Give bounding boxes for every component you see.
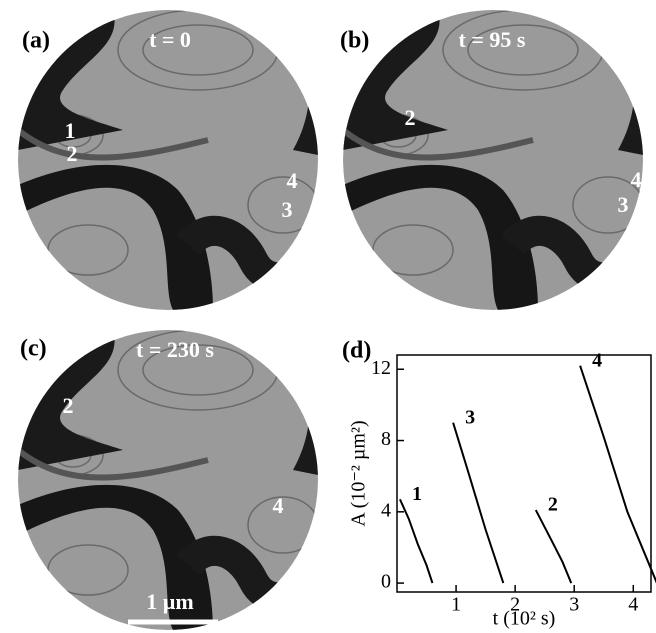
- series-line: [400, 499, 432, 583]
- time-label: t = 95 s: [459, 27, 526, 52]
- y-tick-label: 8: [381, 428, 391, 450]
- domain-marker: 4: [631, 167, 642, 192]
- time-label: t = 0: [149, 27, 191, 52]
- domain-marker: 3: [618, 192, 629, 217]
- series-label: 4: [592, 349, 602, 371]
- series-line: [453, 423, 503, 583]
- panel-label: (d): [342, 338, 371, 364]
- domain-marker: 2: [405, 105, 416, 130]
- panel-label: (b): [340, 28, 369, 54]
- y-tick-label: 0: [381, 571, 391, 593]
- micrograph: [343, 10, 643, 310]
- scale-bar-label: 1 µm: [146, 589, 194, 614]
- series-label: 2: [548, 494, 558, 516]
- y-tick-label: 12: [371, 357, 391, 379]
- domain-marker: 3: [282, 197, 293, 222]
- x-tick-label: 1: [451, 594, 461, 616]
- panel-label: (a): [22, 28, 50, 54]
- series-line: [580, 366, 656, 583]
- y-axis-label: A (10⁻² µm²): [348, 420, 370, 526]
- panel-label: (c): [20, 336, 47, 362]
- domain-marker: 4: [287, 168, 298, 193]
- micrograph: [18, 10, 318, 310]
- series-label: 3: [465, 406, 475, 428]
- x-tick-label: 4: [628, 594, 638, 616]
- series-label: 1: [412, 483, 422, 505]
- domain-marker: 2: [63, 393, 74, 418]
- domain-marker: 4: [273, 493, 284, 518]
- time-label: t = 230 s: [136, 337, 214, 362]
- x-tick-label: 3: [569, 594, 579, 616]
- x-axis-label: t (10² s): [493, 608, 556, 630]
- figure: (a)t = 01243(b)t = 95 s243(c)t = 230 s24…: [0, 0, 656, 633]
- domain-marker: 1: [65, 118, 76, 143]
- series-line: [536, 510, 571, 583]
- y-tick-label: 4: [381, 499, 391, 521]
- micrograph: [18, 330, 318, 630]
- domain-marker: 2: [67, 141, 78, 166]
- plot-frame: [397, 355, 651, 592]
